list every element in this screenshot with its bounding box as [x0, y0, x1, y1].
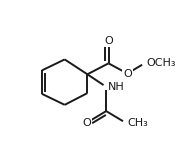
Text: OCH₃: OCH₃: [146, 58, 176, 68]
Text: O: O: [104, 36, 113, 46]
Text: O: O: [123, 69, 132, 79]
Text: CH₃: CH₃: [128, 118, 148, 128]
Text: NH: NH: [108, 82, 125, 92]
Text: O: O: [82, 118, 91, 128]
